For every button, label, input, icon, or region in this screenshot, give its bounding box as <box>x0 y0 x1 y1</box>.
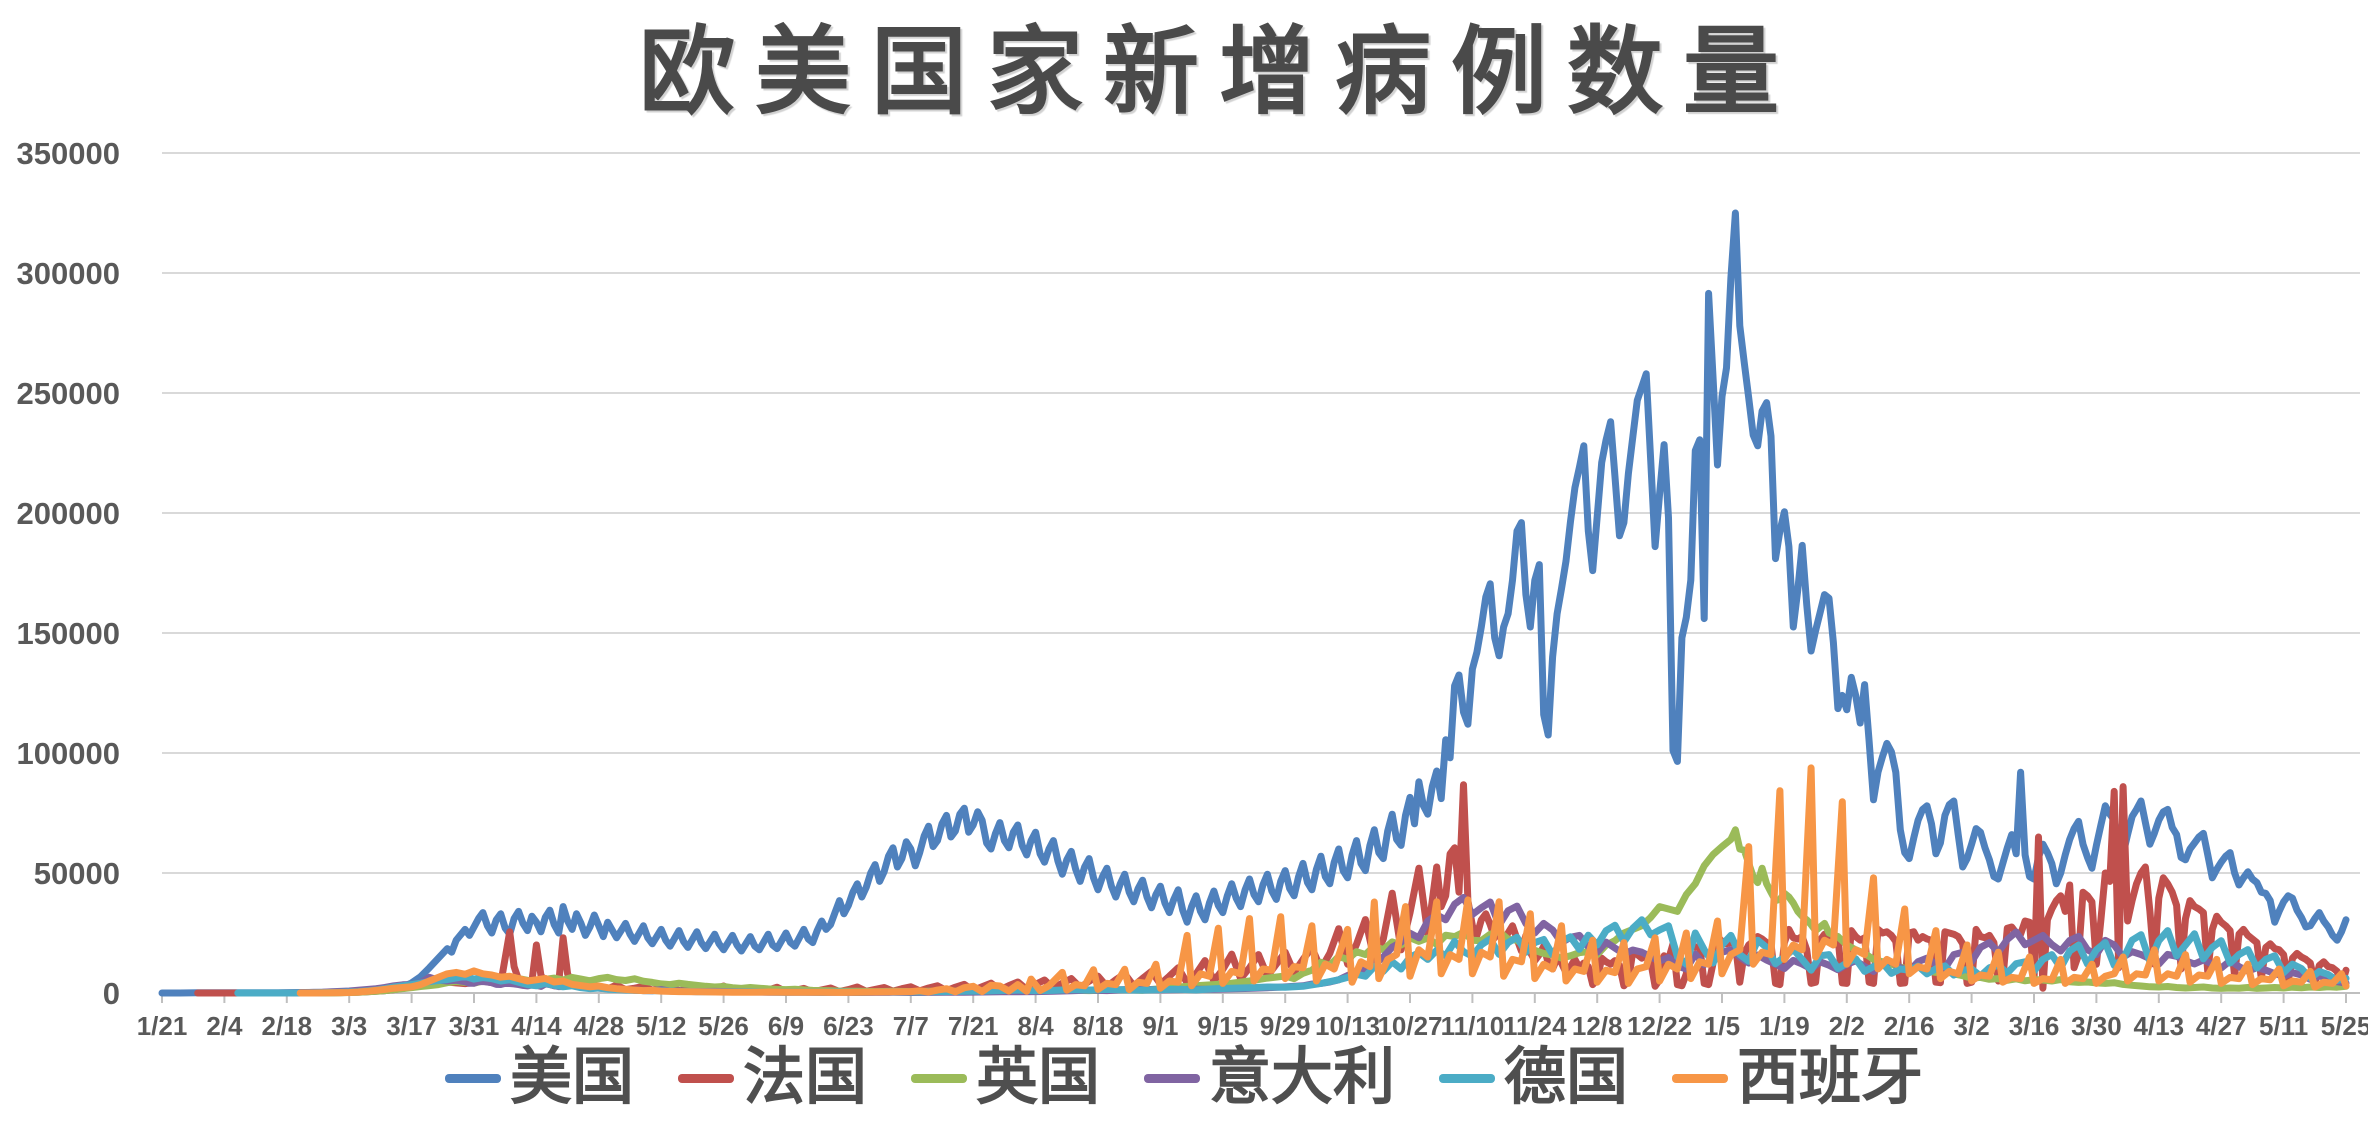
x-axis-tick-label: 6/23 <box>823 1011 874 1041</box>
legend-item-italy: 意大利 <box>1144 1047 1395 1109</box>
y-axis-tick-label: 200000 <box>17 496 120 531</box>
x-axis-tick-label: 5/12 <box>636 1011 687 1041</box>
legend-label-france: 法国 <box>742 1044 867 1112</box>
x-axis-tick-label: 12/22 <box>1627 1011 1692 1041</box>
x-axis-tick-label: 4/13 <box>2133 1011 2184 1041</box>
x-axis-tick-label: 6/9 <box>768 1011 804 1041</box>
germany-line-swatch-icon <box>1439 1073 1496 1083</box>
x-axis-tick-label: 3/2 <box>1954 1011 1990 1041</box>
x-axis-tick-label: 2/2 <box>1829 1011 1865 1041</box>
x-axis-tick-label: 9/15 <box>1197 1011 1248 1041</box>
y-axis-tick-label: 350000 <box>17 136 120 171</box>
y-axis-tick-label: 300000 <box>17 256 120 291</box>
x-axis-tick-label: 1/21 <box>137 1011 188 1041</box>
spain-line-swatch-icon <box>1672 1073 1729 1083</box>
x-axis-tick-label: 5/11 <box>2259 1011 2308 1041</box>
legend-item-spain: 西班牙 <box>1672 1047 1923 1109</box>
x-axis-tick-label: 5/26 <box>698 1011 749 1041</box>
legend-item-usa: 美国 <box>444 1044 634 1112</box>
legend-item-uk: 英国 <box>910 1044 1100 1112</box>
y-axis-tick-label: 150000 <box>17 616 120 651</box>
x-axis-tick-label: 11/10 <box>1441 1011 1505 1041</box>
x-axis-tick-label: 1/19 <box>1759 1011 1810 1041</box>
x-axis-tick-label: 3/3 <box>331 1011 367 1041</box>
uk-line-swatch-icon <box>910 1073 967 1083</box>
legend-item-france: 法国 <box>677 1044 867 1112</box>
x-axis-tick-label: 10/27 <box>1377 1011 1442 1041</box>
x-axis-tick-label: 8/4 <box>1018 1011 1055 1041</box>
x-axis-tick-label: 9/1 <box>1142 1011 1178 1041</box>
x-axis-tick-label: 4/27 <box>2196 1011 2247 1041</box>
x-axis-tick-label: 11/24 <box>1503 1011 1567 1041</box>
x-axis-tick-label: 2/16 <box>1884 1011 1935 1041</box>
x-axis-tick-label: 8/18 <box>1073 1011 1124 1041</box>
x-axis-tick-label: 5/25 <box>2321 1011 2368 1041</box>
legend-label-italy: 意大利 <box>1209 1044 1396 1112</box>
usa-line-swatch-icon <box>444 1073 501 1083</box>
x-axis-tick-label: 2/18 <box>261 1011 312 1041</box>
x-axis-tick-label: 1/5 <box>1704 1011 1740 1041</box>
x-axis-tick-label: 4/14 <box>511 1011 562 1041</box>
italy-line-swatch-icon <box>1144 1073 1200 1083</box>
x-axis-tick-label: 3/17 <box>386 1011 437 1041</box>
x-axis-tick-label: 10/13 <box>1315 1011 1380 1041</box>
x-axis-tick-label: 3/16 <box>2009 1011 2060 1041</box>
y-axis-tick-label: 0 <box>103 976 120 1011</box>
y-axis-tick-label: 250000 <box>17 376 120 411</box>
x-axis-tick-label: 3/30 <box>2071 1011 2122 1041</box>
legend-label-spain: 西班牙 <box>1737 1044 1924 1112</box>
series-line-美国 <box>158 209 2350 997</box>
series-line-西班牙 <box>296 764 2350 997</box>
x-axis-tick-label: 7/21 <box>948 1011 999 1041</box>
legend-label-germany: 德国 <box>1504 1044 1629 1112</box>
chart-title: 欧美国家新增病例数量 <box>639 19 1799 126</box>
x-axis-tick-label: 12/8 <box>1572 1011 1623 1041</box>
x-axis-tick-label: 2/4 <box>206 1011 243 1041</box>
x-axis-tick-label: 7/7 <box>893 1011 929 1041</box>
legend-item-germany: 德国 <box>1439 1047 1628 1109</box>
legend-label-uk: 英国 <box>975 1044 1100 1112</box>
y-axis-tick-label: 100000 <box>17 736 120 771</box>
y-axis-tick-label: 50000 <box>34 856 120 891</box>
legend: 美国 法国 英国 意大利 德国 西班牙 <box>0 1038 2368 1118</box>
france-line-swatch-icon <box>677 1073 734 1083</box>
x-axis-tick-label: 4/28 <box>573 1011 624 1041</box>
legend-label-usa: 美国 <box>509 1044 634 1112</box>
x-axis-tick-label: 3/31 <box>449 1011 500 1041</box>
x-axis-tick-label: 9/29 <box>1260 1011 1311 1041</box>
